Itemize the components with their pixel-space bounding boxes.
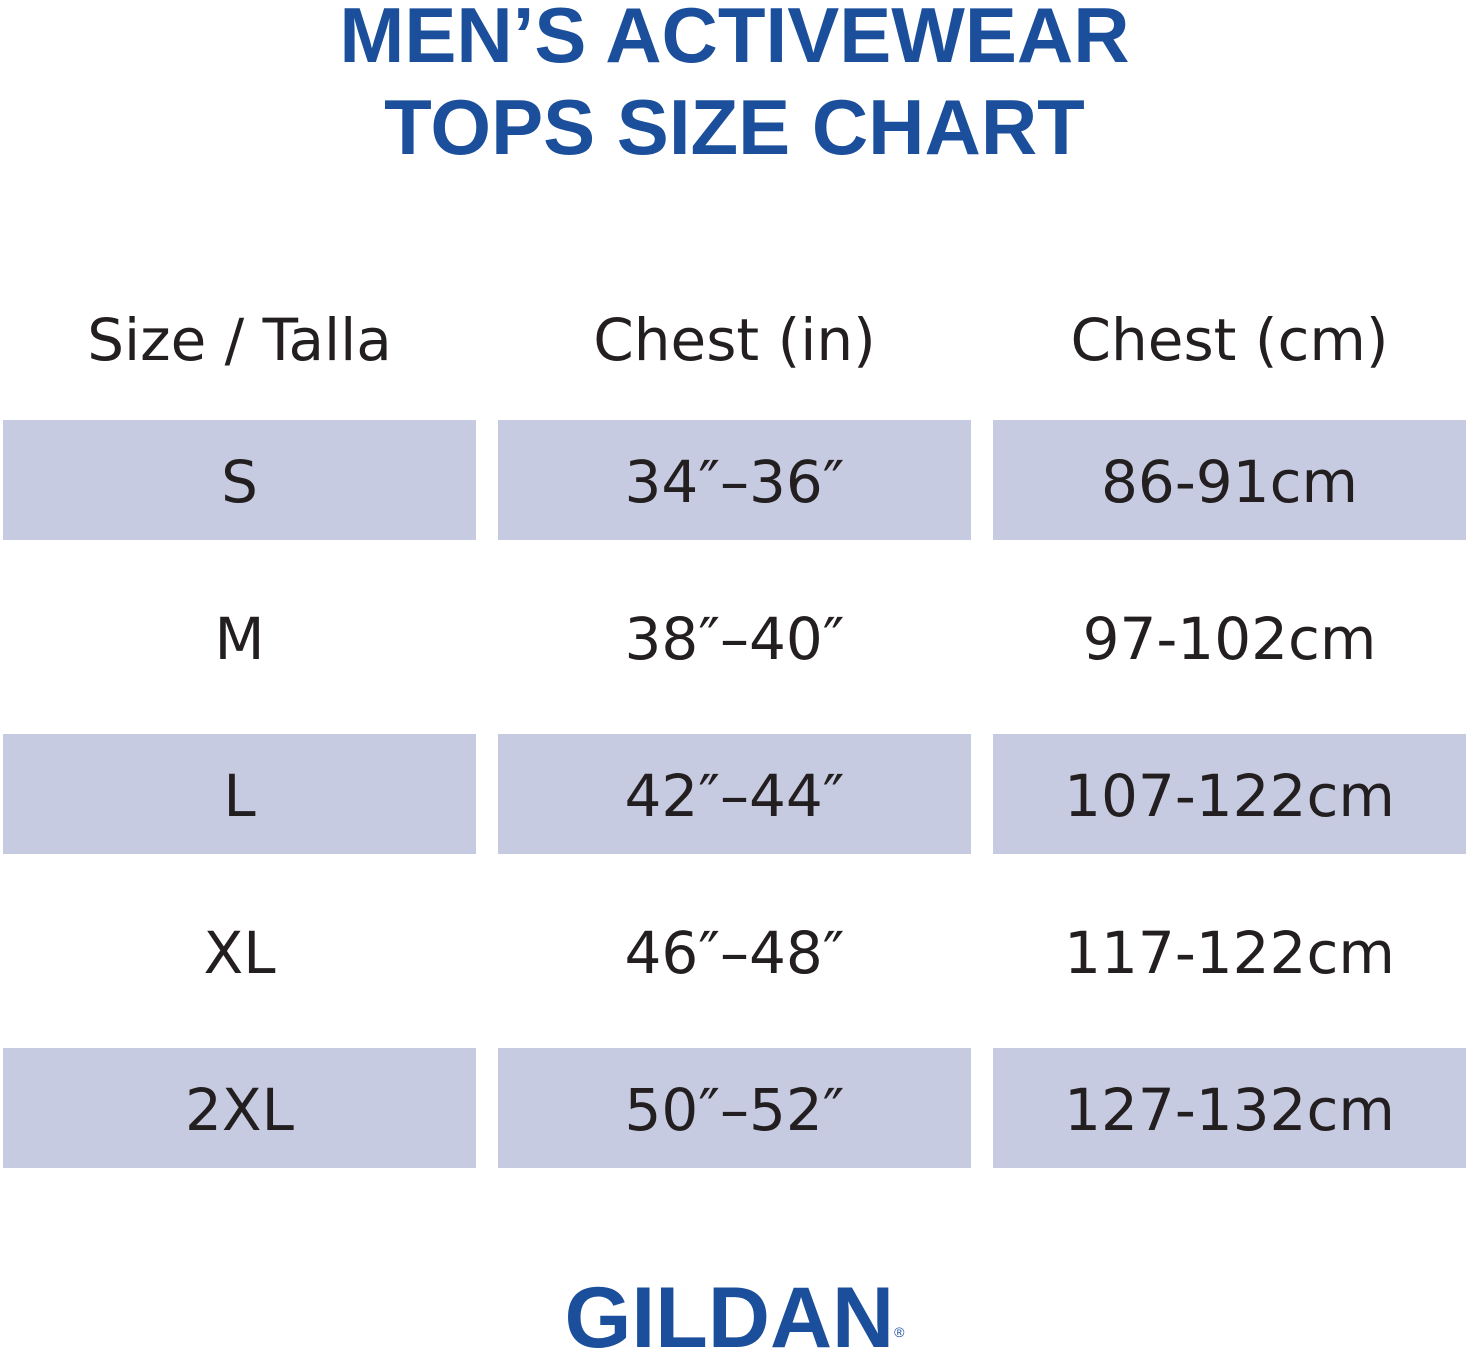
chest-in-cell: 34″–36″ xyxy=(498,420,971,540)
table-row-xl: XL 46″–48″ 117-122cm xyxy=(0,891,1469,1011)
chest-cm-cell: 127-132cm xyxy=(993,1048,1466,1168)
size-cell: M xyxy=(214,605,265,673)
chest-in-cell: 46″–48″ xyxy=(624,919,845,987)
size-cell: S xyxy=(3,420,476,540)
chest-in-cell: 38″–40″ xyxy=(624,605,845,673)
table-row-s: S 34″–36″ 86-91cm xyxy=(0,420,1469,540)
chest-cm-cell: 97-102cm xyxy=(1082,605,1377,673)
table-row-m: M 38″–40″ 97-102cm xyxy=(0,577,1469,697)
size-cell: 2XL xyxy=(3,1048,476,1168)
gildan-logo: GILDAN® xyxy=(0,1270,1469,1366)
header-size: Size / Talla xyxy=(87,306,392,374)
size-cell: L xyxy=(3,734,476,854)
header-chest-cm: Chest (cm) xyxy=(1070,306,1389,374)
registered-mark: ® xyxy=(894,1324,905,1340)
page-title-line-2: TOPS SIZE CHART xyxy=(384,83,1085,171)
chest-cm-cell: 117-122cm xyxy=(1064,919,1395,987)
size-cell: XL xyxy=(203,919,276,987)
chest-cm-cell: 107-122cm xyxy=(993,734,1466,854)
logo-text: GILDAN xyxy=(564,1270,895,1366)
chest-in-cell: 42″–44″ xyxy=(498,734,971,854)
table-row-2xl: 2XL 50″–52″ 127-132cm xyxy=(0,1048,1469,1168)
page-title-line-1: MEN’S ACTIVEWEAR xyxy=(339,0,1130,79)
header-chest-in: Chest (in) xyxy=(593,306,876,374)
chest-in-cell: 50″–52″ xyxy=(498,1048,971,1168)
chest-cm-cell: 86-91cm xyxy=(993,420,1466,540)
table-row-l: L 42″–44″ 107-122cm xyxy=(0,734,1469,854)
